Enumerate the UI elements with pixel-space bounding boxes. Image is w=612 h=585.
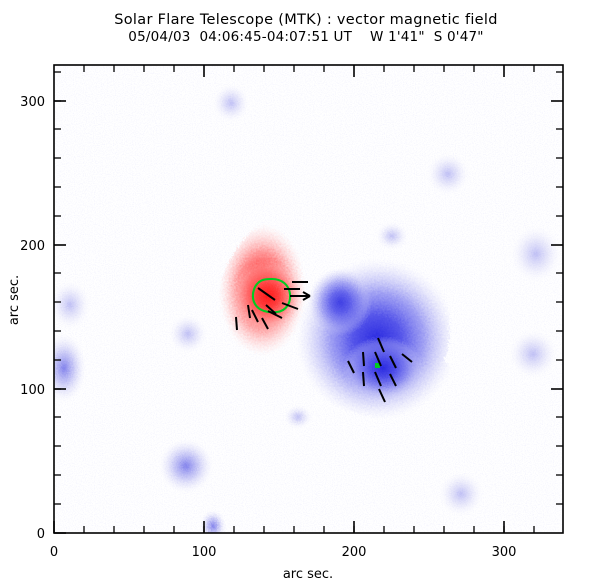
vector-bar [281, 302, 299, 310]
vector-bar [362, 371, 365, 387]
vector-bar [374, 371, 382, 387]
vector-field-negative [347, 337, 413, 403]
x-tick-label-0: 0 [50, 545, 58, 560]
x-tick-label-100: 100 [192, 545, 217, 560]
plage-lower-left [159, 439, 213, 493]
top-axis-minor-ticks [83, 65, 535, 72]
vector-bar [347, 360, 355, 374]
y-tick-label-200: 200 [20, 239, 45, 254]
negative-spot-upper-lobe [308, 268, 372, 336]
vector-bar [235, 316, 238, 331]
y-axis-label: arc sec. [7, 275, 22, 325]
vector-field-positive [235, 281, 311, 331]
top-axis-major-ticks [203, 65, 505, 77]
right-axis-minor-ticks [556, 71, 563, 505]
vector-arrowhead [302, 291, 311, 297]
plage-right-edge [511, 226, 561, 282]
x-axis-major-ticks [53, 521, 505, 533]
plage-mid-lower [284, 405, 312, 429]
y-axis-major-ticks [54, 100, 66, 534]
x-tick-label-200: 200 [342, 545, 367, 560]
vector-bar [389, 373, 397, 387]
vector-bar [265, 304, 277, 315]
vector-bar [362, 351, 365, 367]
plage-upper-center [213, 84, 249, 122]
contour-path [251, 277, 292, 314]
x-axis-label: arc sec. [283, 567, 333, 582]
plage-far-right-low [509, 330, 557, 378]
y-tick-label-300: 300 [20, 95, 45, 110]
right-axis-major-ticks [551, 100, 563, 390]
y-tick-label-100: 100 [20, 383, 45, 398]
plage-upper-left-2 [54, 281, 90, 329]
y-tick-label-0: 0 [37, 527, 45, 542]
vector-bar [251, 309, 259, 323]
vector-bar [378, 388, 386, 403]
plage-mid-upper [376, 222, 408, 250]
vector-bar [377, 337, 385, 353]
plage-upper-left [54, 334, 86, 402]
x-tick-label-300: 300 [492, 545, 517, 560]
plage-patches [54, 84, 561, 533]
vector-bar [389, 355, 397, 369]
plot-frame [53, 64, 564, 534]
positive-core-contour [251, 277, 292, 314]
vector-arrowhead [302, 295, 311, 301]
vector-bar [374, 351, 382, 367]
vector-bar [261, 317, 269, 330]
vector-bar [401, 353, 413, 363]
plot-axes: 0 100 200 300 0 100 200 300 arc sec. arc… [7, 64, 564, 582]
vector-bar [257, 287, 276, 301]
plage-bottom-right [439, 472, 483, 516]
following-negative-spot [296, 258, 458, 421]
magnetogram-data-layer [54, 65, 563, 533]
negative-core-marker [375, 363, 380, 368]
negative-spot-core [343, 336, 423, 400]
plage-bottom-center [200, 510, 226, 533]
plage-upper-right [427, 153, 469, 195]
vector-bar [247, 304, 251, 319]
plage-mid-left [169, 315, 207, 353]
vector-bar [267, 310, 283, 319]
